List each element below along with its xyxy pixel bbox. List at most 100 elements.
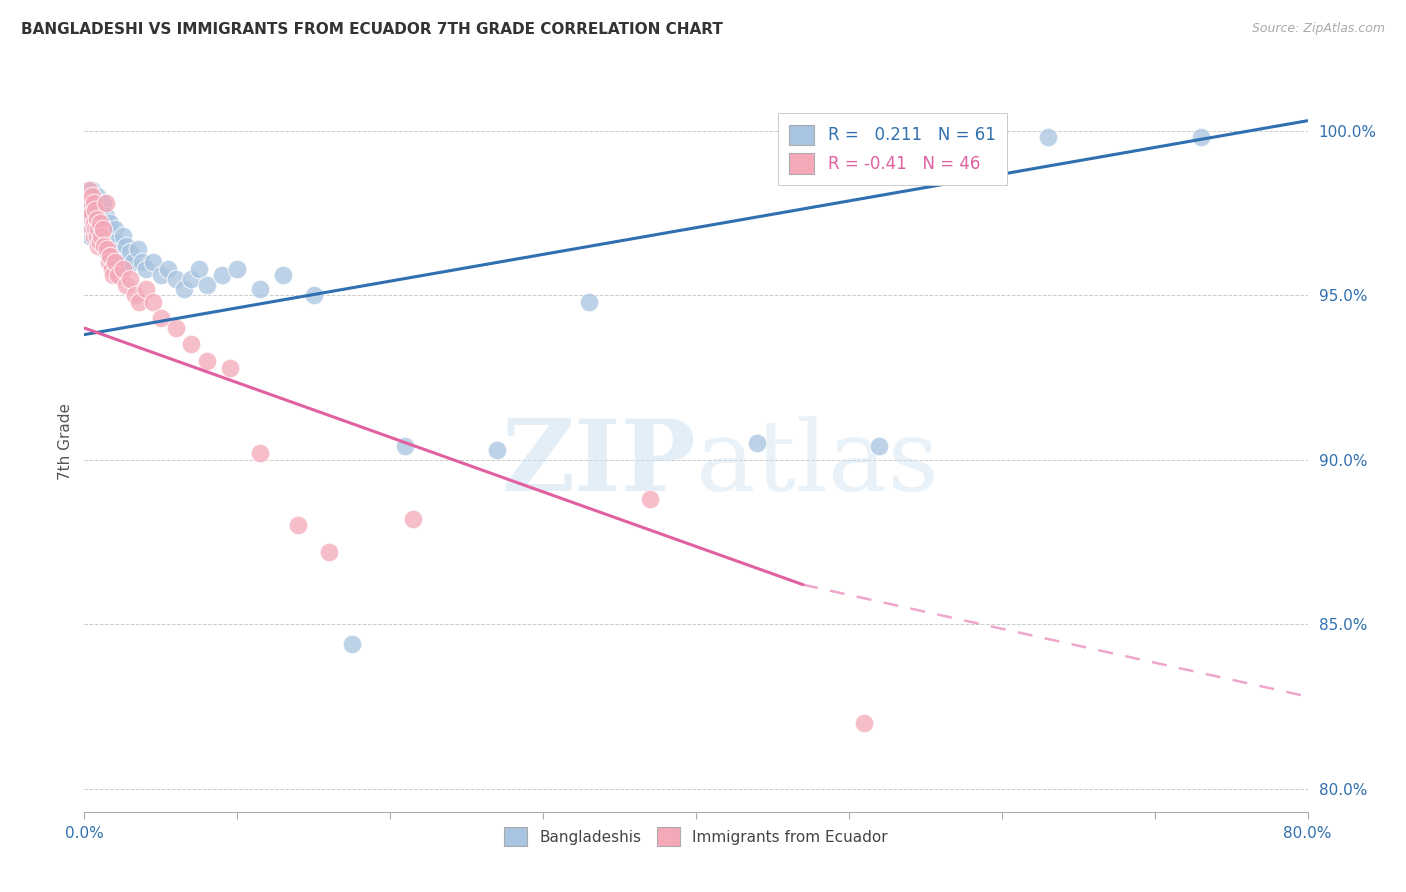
Point [101,261,124,276]
Point [79,216,101,230]
Point [97,228,120,243]
Point [91,222,114,236]
Point [83,189,105,203]
Point [104,222,127,236]
Point [1036,130,1059,145]
Point [107,268,129,283]
Point [89,235,111,250]
Point [249,446,271,460]
Point [80,196,103,211]
Point [128,294,150,309]
Point [101,235,124,250]
Point [271,268,294,283]
Point [180,337,202,351]
Point [80,183,103,197]
Point [80,189,103,203]
Point [91,239,114,253]
Point [218,360,240,375]
Point [80,206,103,220]
Point [249,281,271,295]
Point [195,354,218,368]
Point [120,245,142,260]
Point [127,242,149,256]
Point [96,222,118,236]
Point [111,228,134,243]
Point [318,545,340,559]
Point [149,311,172,326]
Point [87,222,110,236]
Point [173,281,195,295]
Point [86,216,108,230]
Point [853,715,876,730]
Point [103,268,125,283]
Point [120,271,142,285]
Point [97,255,120,269]
Point [211,268,233,283]
Point [195,278,218,293]
Point [93,222,115,236]
Point [90,228,112,243]
Point [84,222,107,236]
Point [87,196,110,211]
Point [89,228,111,243]
Point [103,245,125,260]
Point [79,209,101,223]
Point [402,512,425,526]
Point [96,245,118,260]
Point [98,216,121,230]
Point [149,268,172,283]
Point [91,196,114,211]
Text: Source: ZipAtlas.com: Source: ZipAtlas.com [1251,22,1385,36]
Point [124,288,146,302]
Point [79,196,101,211]
Point [87,222,110,236]
Point [287,518,309,533]
Point [135,281,157,295]
Point [131,255,153,269]
Point [578,294,600,309]
Point [77,183,100,197]
Point [142,294,165,309]
Point [638,492,661,507]
Point [84,206,107,220]
Point [80,222,103,236]
Point [90,216,112,230]
Point [84,202,107,217]
Point [83,196,105,211]
Point [80,209,103,223]
Point [111,261,134,276]
Point [114,278,136,293]
Point [84,196,107,211]
Point [747,436,769,450]
Point [114,239,136,253]
Text: BANGLADESHI VS IMMIGRANTS FROM ECUADOR 7TH GRADE CORRELATION CHART: BANGLADESHI VS IMMIGRANTS FROM ECUADOR 7… [21,22,723,37]
Point [94,209,117,223]
Point [180,271,202,285]
Point [1189,130,1212,145]
Point [94,196,117,211]
Point [89,206,111,220]
Point [83,219,105,233]
Point [394,440,416,454]
Point [105,235,128,250]
Point [188,261,211,276]
Point [83,228,105,243]
Point [87,239,110,253]
Point [98,249,121,263]
Point [122,255,145,269]
Point [86,228,108,243]
Point [135,261,157,276]
Point [83,216,105,230]
Point [89,216,111,230]
Point [108,255,131,269]
Text: ZIP: ZIP [501,416,696,512]
Point [86,189,108,203]
Point [142,255,165,269]
Point [869,440,891,454]
Point [96,242,118,256]
Point [86,212,108,227]
Point [77,206,100,220]
Y-axis label: 7th Grade: 7th Grade [58,403,73,480]
Point [340,637,363,651]
Point [115,255,138,269]
